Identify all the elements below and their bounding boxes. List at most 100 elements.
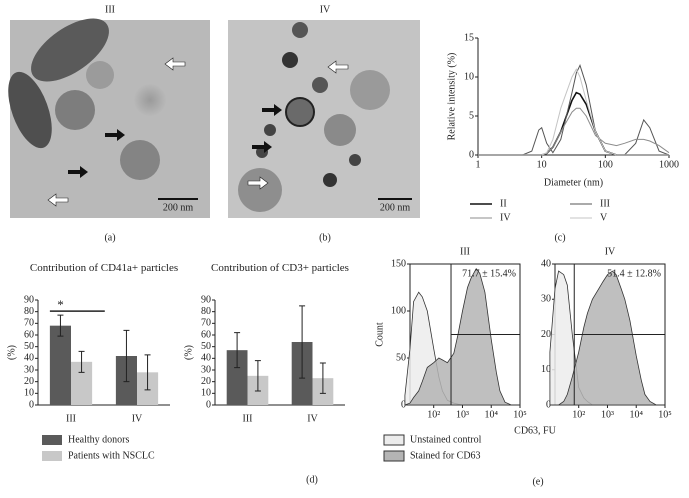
legend-swatch bbox=[42, 435, 62, 445]
x-tick-label: 10² bbox=[572, 409, 585, 420]
line-series bbox=[478, 68, 669, 156]
x-tick-label: 10² bbox=[427, 409, 440, 420]
micrograph-a bbox=[8, 18, 210, 218]
y-axis-label: Relative intensity (%) bbox=[446, 53, 457, 141]
panel-caption: (b) bbox=[319, 232, 331, 243]
scale-bar-label: 200 nm bbox=[380, 202, 411, 213]
error-bar bbox=[123, 329, 130, 383]
y-tick-label: 30 bbox=[24, 364, 34, 375]
x-axis-label: CD63, FU bbox=[514, 425, 556, 436]
bar bbox=[71, 361, 93, 405]
x-tick-label: 10⁵ bbox=[513, 409, 527, 420]
legend-label: IV bbox=[500, 212, 511, 223]
y-tick-label: 40 bbox=[24, 353, 34, 364]
scale-bar-label: 200 nm bbox=[163, 202, 194, 213]
y-tick-label: 5 bbox=[469, 110, 474, 121]
error-bar bbox=[299, 305, 306, 379]
panel-caption: (e) bbox=[532, 476, 543, 487]
chart-title: Contribution of CD3+ particles bbox=[211, 262, 349, 274]
chart-title: III bbox=[460, 246, 470, 257]
legend-label: Healthy donors bbox=[68, 434, 129, 445]
x-tick-label: 10³ bbox=[601, 409, 614, 420]
y-tick-label: 15 bbox=[464, 32, 474, 43]
y-tick-label: 90 bbox=[201, 294, 211, 305]
line-series bbox=[478, 107, 670, 156]
error-bar bbox=[234, 332, 241, 369]
legend-label: II bbox=[500, 198, 507, 209]
error-bar bbox=[254, 360, 261, 392]
image-title: III bbox=[105, 4, 115, 15]
x-tick-label: 10⁴ bbox=[629, 409, 643, 420]
line-series bbox=[478, 91, 669, 156]
annotation: * bbox=[57, 297, 64, 312]
legend-label: Unstained control bbox=[410, 434, 482, 445]
y-axis-label: (%) bbox=[6, 345, 17, 360]
y-axis-label: Count bbox=[374, 322, 385, 347]
y-tick-label: 70 bbox=[24, 318, 34, 329]
micrograph-b bbox=[228, 20, 420, 218]
y-tick-label: 10 bbox=[201, 388, 211, 399]
error-bar bbox=[319, 362, 326, 394]
y-tick-label: 90 bbox=[24, 294, 34, 305]
y-tick-label: 50 bbox=[201, 341, 211, 352]
y-tick-label: 0 bbox=[206, 399, 211, 410]
error-bar bbox=[78, 350, 85, 373]
y-tick-label: 0 bbox=[29, 399, 34, 410]
x-tick-label: 10 bbox=[537, 159, 547, 170]
legend-swatch bbox=[383, 450, 405, 462]
x-tick-label: 1 bbox=[476, 159, 481, 170]
y-tick-label: 0 bbox=[401, 399, 406, 410]
bar bbox=[226, 350, 248, 405]
y-tick-label: 80 bbox=[201, 306, 211, 317]
chart-title: IV bbox=[605, 246, 616, 257]
y-tick-label: 30 bbox=[201, 364, 211, 375]
line-series bbox=[478, 63, 670, 156]
x-tick-label: III bbox=[66, 413, 76, 424]
x-tick-label: 10⁵ bbox=[658, 409, 672, 420]
y-tick-label: 20 bbox=[201, 376, 211, 387]
panel-caption: (d) bbox=[306, 474, 318, 485]
panel-caption: (c) bbox=[554, 232, 565, 243]
y-tick-label: 100 bbox=[391, 305, 406, 316]
histogram bbox=[549, 270, 665, 406]
y-tick-label: 60 bbox=[201, 329, 211, 340]
annotation: 71.7 ± 15.4% bbox=[462, 268, 516, 279]
y-tick-label: 10 bbox=[24, 388, 34, 399]
error-bar bbox=[57, 314, 64, 337]
y-tick-label: 40 bbox=[541, 258, 551, 269]
x-tick-label: 1000 bbox=[659, 159, 679, 170]
x-tick-label: 100 bbox=[598, 159, 613, 170]
y-tick-label: 50 bbox=[24, 341, 34, 352]
x-axis-label: Diameter (nm) bbox=[544, 177, 603, 188]
chart-title: Contribution of CD41a+ particles bbox=[29, 262, 179, 274]
bar bbox=[49, 325, 71, 405]
y-axis-label: (%) bbox=[183, 345, 194, 360]
error-bar bbox=[144, 354, 151, 391]
legend-label: Stained for CD63 bbox=[410, 450, 481, 461]
y-tick-label: 20 bbox=[541, 329, 551, 340]
y-tick-label: 0 bbox=[469, 149, 474, 160]
x-tick-label: III bbox=[243, 413, 253, 424]
legend-swatch bbox=[383, 434, 405, 446]
y-tick-label: 60 bbox=[24, 329, 34, 340]
x-tick-label: IV bbox=[132, 413, 143, 424]
y-tick-label: 150 bbox=[391, 258, 406, 269]
legend-label: Patients with NSCLC bbox=[68, 450, 155, 461]
legend-swatch bbox=[42, 451, 62, 461]
y-tick-label: 10 bbox=[464, 71, 474, 82]
x-tick-label: 10⁴ bbox=[484, 409, 498, 420]
y-tick-label: 80 bbox=[24, 306, 34, 317]
legend-label: V bbox=[600, 212, 608, 223]
annotation: 51.4 ± 12.8% bbox=[607, 268, 661, 279]
y-tick-label: 20 bbox=[24, 376, 34, 387]
x-tick-label: 10³ bbox=[456, 409, 469, 420]
panel-caption: (a) bbox=[104, 232, 115, 243]
y-tick-label: 50 bbox=[396, 352, 406, 363]
y-tick-label: 0 bbox=[546, 399, 551, 410]
y-tick-label: 70 bbox=[201, 318, 211, 329]
y-tick-label: 40 bbox=[201, 353, 211, 364]
histogram bbox=[404, 267, 520, 406]
x-tick-label: IV bbox=[307, 413, 318, 424]
